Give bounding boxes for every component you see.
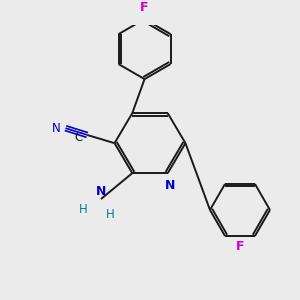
Text: F: F <box>140 1 149 14</box>
Text: H: H <box>106 208 115 220</box>
Text: C: C <box>74 131 82 144</box>
Text: N: N <box>165 179 175 192</box>
Text: H: H <box>79 203 88 217</box>
Text: N: N <box>52 122 61 135</box>
Text: N: N <box>96 185 106 198</box>
Text: F: F <box>236 240 244 253</box>
